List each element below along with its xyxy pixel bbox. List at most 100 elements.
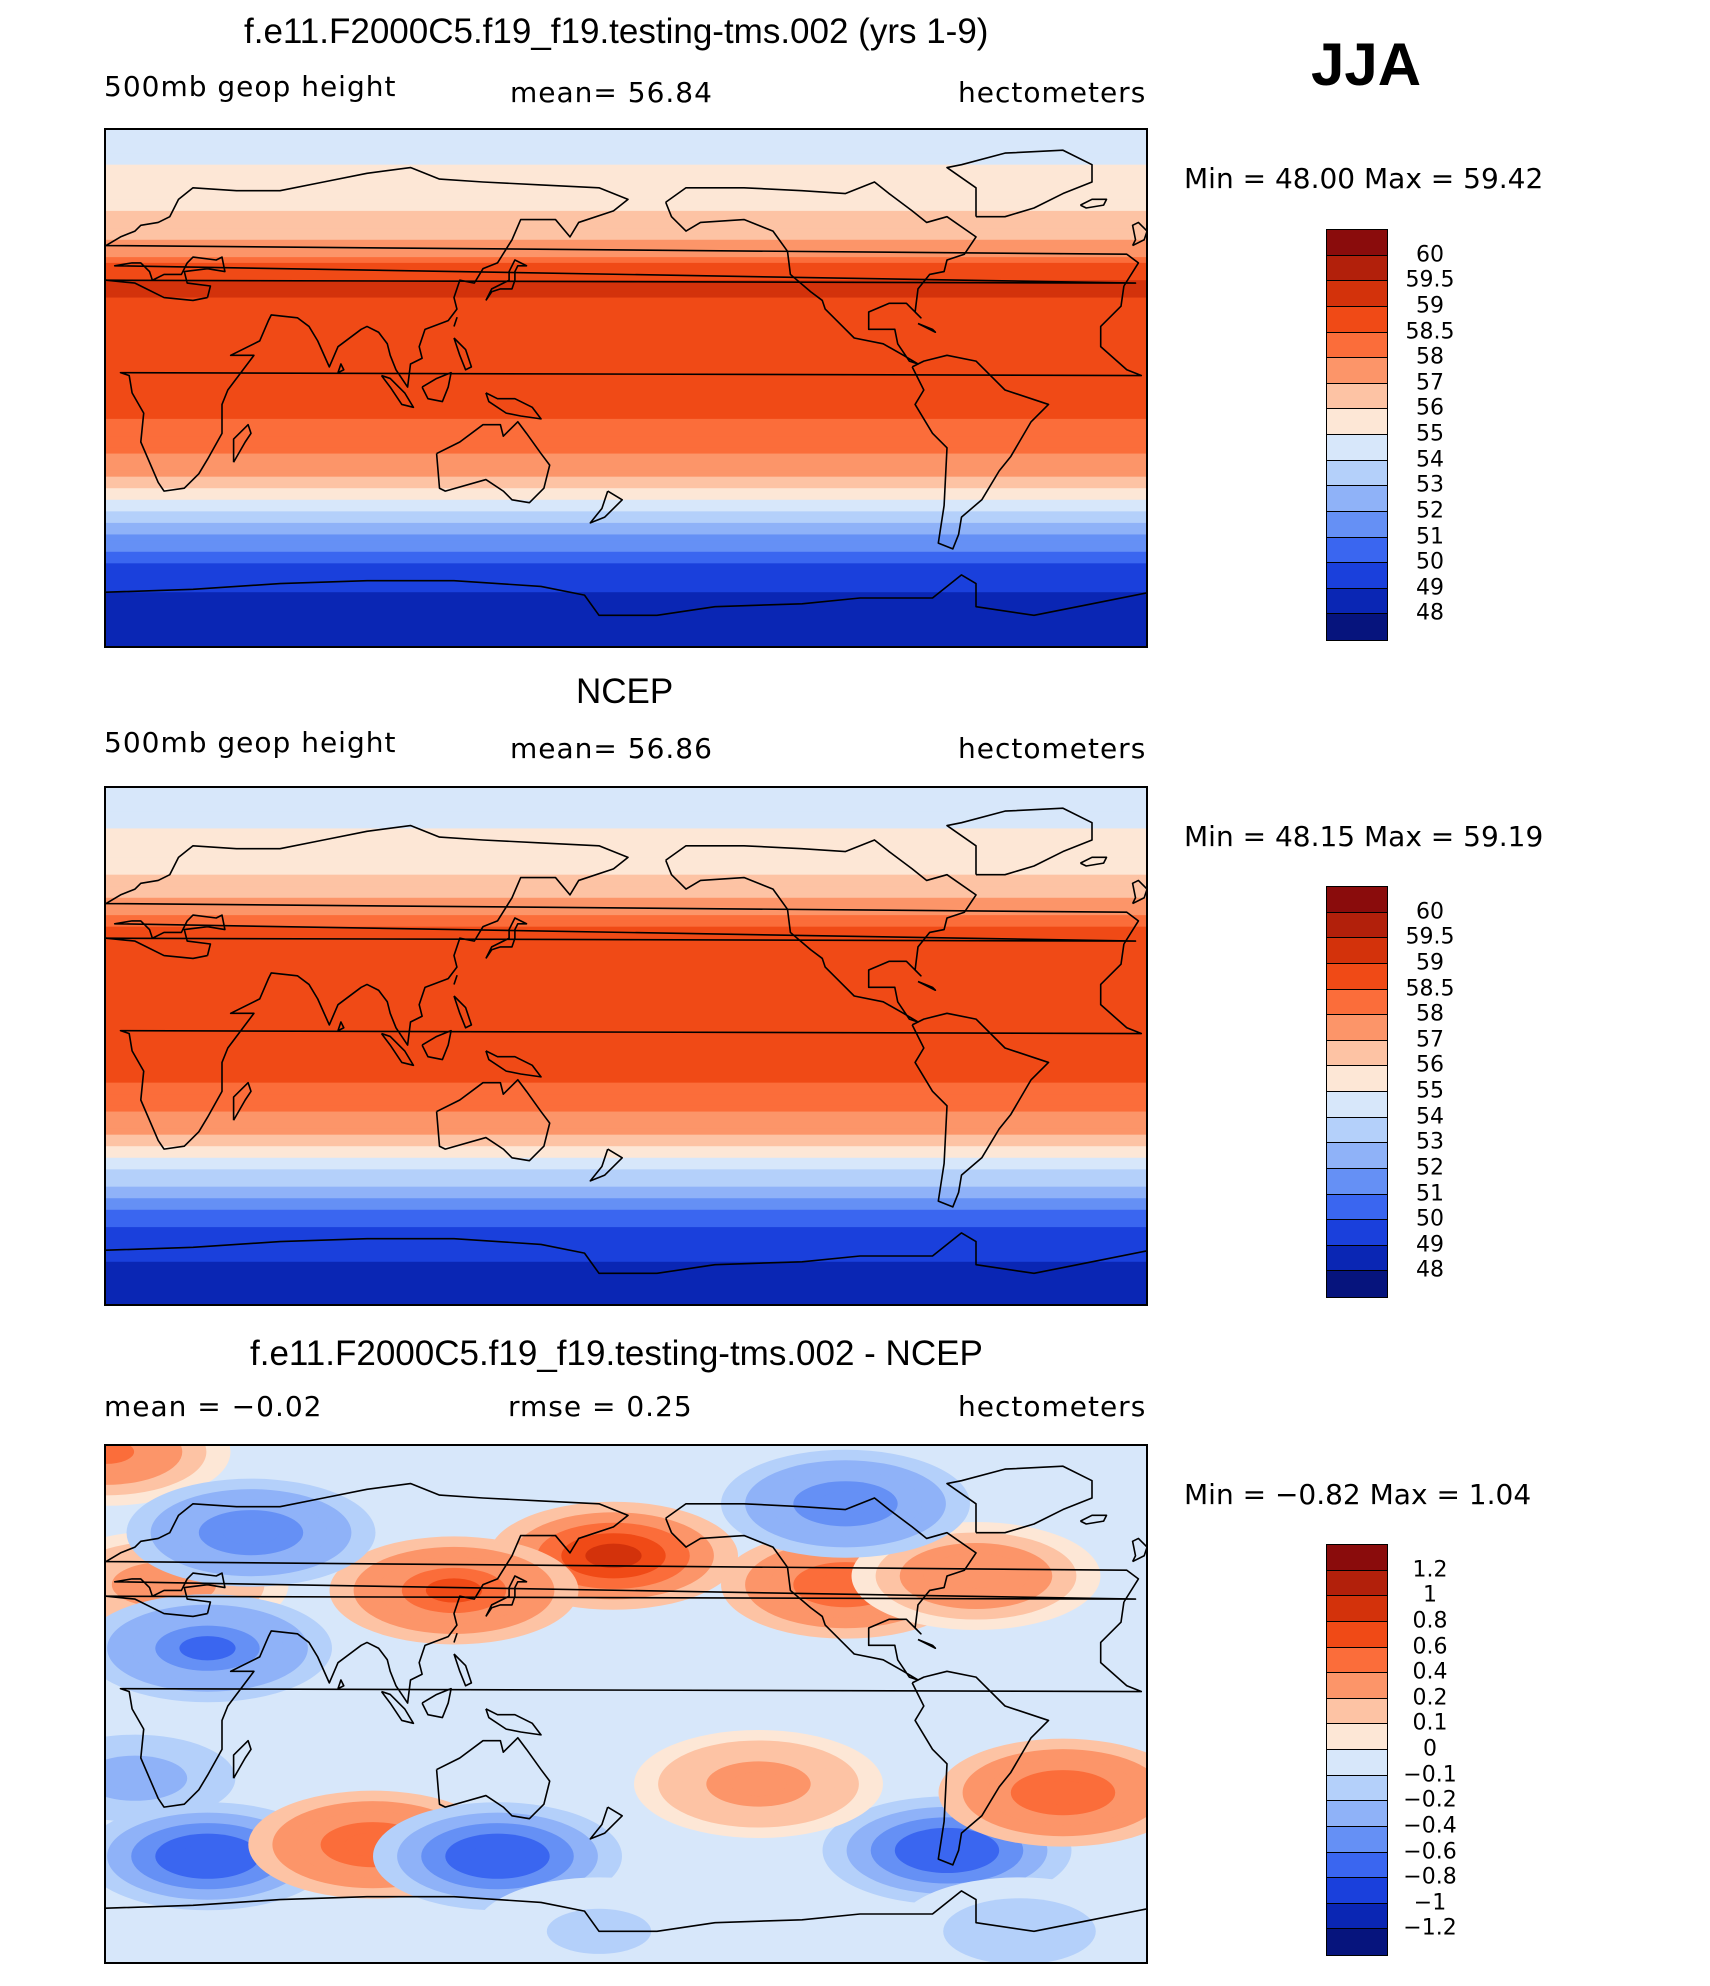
contour-band [106,361,1146,368]
contour-band [106,1013,1146,1020]
colorbar-segment [1327,511,1387,538]
panel1-min-max: Min = 48.00 Max = 59.42 [1184,162,1544,195]
contour-band [106,1227,1146,1234]
contour-band [106,228,1146,235]
coastline [453,1653,473,1687]
colorbar-segment [1327,409,1387,435]
contour-band [106,984,1146,992]
contour-band [106,355,1146,362]
contour-band [106,338,1146,345]
coastline [453,337,473,371]
panel2-colorbar-labels: 60 59.5 59 58.5 58 57 56 55 54 53 52 51 50 49 48 [1398,886,1478,1296]
contour-band [106,274,1146,282]
contour-band [106,522,1146,530]
colorbar-segment [1327,1168,1387,1195]
contour-band [106,309,1146,316]
contour-band [106,153,1146,160]
colorbar-level-label: 59 [1416,293,1444,319]
colorbar-segment [1327,1245,1387,1272]
contour-band [106,303,1146,310]
contour-band [106,268,1146,276]
coastline [106,1890,1146,1933]
contour-band [106,1152,1146,1159]
coastline [106,1572,1137,1618]
panel2-mean: mean= 56.86 [510,732,713,765]
contour-band [106,239,1146,247]
contour-band [106,955,1146,963]
contour-band [106,1076,1146,1084]
colorbar-segment [1327,1673,1387,1699]
contour-band [106,851,1146,859]
contour-band [106,840,1146,847]
panel1-map [104,128,1148,648]
colorbar-level-label: 0 [1423,1736,1437,1762]
contour-band [106,482,1146,490]
contour-band [106,828,1146,836]
colorbar-segment [1327,1929,1387,1955]
colorbar-level-label: 50 [1416,1206,1444,1232]
colorbar-level-label: 58.5 [1405,319,1455,344]
colorbar-segment [1327,1596,1387,1622]
contour-band [106,1117,1146,1124]
contour-band [106,632,1146,640]
panel3-map-svg [106,1446,1146,1962]
coastline [589,1148,624,1182]
colorbar-level-label: 59.5 [1405,924,1455,950]
colorbar-segment [1327,1143,1387,1169]
coastline [435,1078,551,1162]
contour-band [106,540,1146,547]
coastline [485,1575,528,1617]
contour-band [106,938,1146,945]
contour-band [106,944,1146,951]
contour-band [106,297,1146,305]
contour-band [106,1267,1146,1275]
coastline [1080,1514,1108,1525]
contour-band [106,465,1146,472]
contour-band [106,967,1146,974]
coastline [485,392,542,420]
colorbar-level-label: 54 [1416,1104,1444,1130]
colorbar-segment [1327,435,1387,461]
colorbar-segment [1327,332,1387,359]
contour-band [106,1180,1146,1188]
panel3-mean: mean = −0.02 [104,1390,323,1423]
contour-band [106,1048,1146,1055]
contour-band [106,1140,1146,1148]
coastline [1080,856,1108,867]
colorbar-segment [1327,1621,1387,1648]
coastline [946,807,1093,876]
panel3-min-max: Min = −0.82 Max = 1.04 [1184,1478,1532,1511]
colorbar-level-label: 0.6 [1412,1634,1448,1659]
colorbar-level-label: 0.8 [1412,1608,1448,1634]
coastline [421,371,452,403]
panel2-min-max: Min = 48.15 Max = 59.19 [1184,820,1544,853]
anomaly-contour [179,1636,236,1661]
contour-band [106,1232,1146,1240]
colorbar-segment [1327,1698,1387,1725]
colorbar-segment [1327,938,1387,964]
coastline [1131,879,1146,905]
colorbar-level-label: −0.6 [1403,1839,1457,1864]
contour-band [106,978,1146,986]
contour-band [106,517,1146,524]
contour-band [106,915,1146,922]
contour-band [106,1204,1146,1211]
contour-band [106,528,1146,536]
contour-band [106,1007,1146,1015]
colorbar-level-label: 48 [1416,600,1444,626]
contour-band [106,805,1146,812]
contour-band [106,199,1146,206]
contour-band [106,1221,1146,1228]
contour-band [106,1186,1146,1194]
contour-band [106,505,1146,513]
anomaly-contour [730,1771,787,1797]
colorbar-level-label: −1.2 [1403,1915,1457,1941]
colorbar-level-label: −0.8 [1403,1864,1457,1890]
contour-band [106,638,1146,646]
panel1-colorbar [1326,229,1388,641]
contour-band [106,816,1146,824]
contour-band [106,193,1146,201]
contour-band [106,1082,1146,1090]
panel2-colorbar [1326,886,1388,1298]
contour-band [106,845,1146,853]
